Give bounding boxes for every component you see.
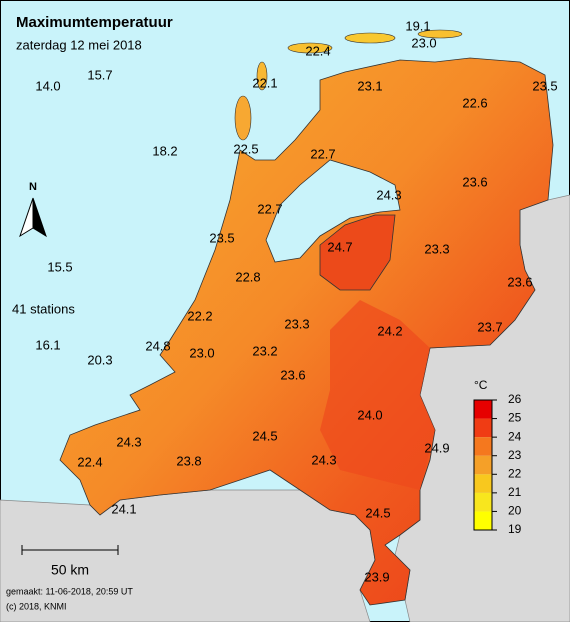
legend-frame — [473, 399, 493, 531]
station-value: 22.6 — [462, 95, 487, 110]
flevoland — [319, 214, 396, 291]
station-value: 22.1 — [252, 75, 277, 90]
station-value: 22.2 — [187, 308, 212, 323]
svg-text:N: N — [29, 181, 37, 193]
station-value: 23.0 — [411, 35, 436, 50]
hot-zone — [320, 300, 435, 490]
station-value: 23.8 — [176, 453, 201, 468]
ijsselmeer — [265, 159, 401, 263]
legend-swatch — [474, 418, 492, 438]
island — [256, 61, 268, 91]
title: Maximumtemperatuur — [16, 14, 173, 31]
station-value: 24.3 — [376, 187, 401, 202]
station-value: 15.5 — [47, 259, 72, 274]
footer-line: (c) 2018, KNMI — [6, 601, 67, 611]
station-value: 14.0 — [35, 78, 60, 93]
legend-unit: °C — [474, 378, 488, 392]
station-value: 20.3 — [87, 352, 112, 367]
station-value: 24.1 — [111, 501, 136, 516]
legend-tick-label: 23 — [508, 448, 522, 462]
station-value: 22.4 — [305, 43, 330, 58]
legend-tick-label: 24 — [508, 429, 522, 443]
scale-label: 50 km — [51, 562, 89, 578]
station-value: 24.5 — [365, 505, 390, 520]
legend-tick-label: 21 — [508, 485, 522, 499]
north-arrow: N — [19, 181, 47, 238]
station-value: 23.5 — [209, 230, 234, 245]
station-value: 24.0 — [357, 407, 382, 422]
station-value: 22.5 — [233, 141, 258, 156]
legend-swatch — [474, 400, 492, 419]
station-value: 23.2 — [252, 343, 277, 358]
station-value: 18.2 — [152, 143, 177, 158]
legend-swatch — [474, 511, 492, 530]
station-value: 24.3 — [116, 434, 141, 449]
station-count: 41 stations — [12, 301, 75, 316]
island — [344, 32, 396, 44]
scale-bar — [21, 545, 119, 555]
legend-tick-label: 26 — [508, 392, 522, 406]
station-value: 22.7 — [310, 146, 335, 161]
station-value: 24.2 — [377, 323, 402, 338]
station-value: 23.5 — [532, 78, 557, 93]
station-value: 23.6 — [462, 174, 487, 189]
station-value: 23.0 — [189, 345, 214, 360]
station-value: 24.3 — [311, 452, 336, 467]
station-value: 23.6 — [507, 274, 532, 289]
subtitle: zaterdag 12 mei 2018 — [16, 37, 142, 52]
station-value: 23.9 — [364, 569, 389, 584]
footer-line: gemaakt: 11-06-2018, 20:59 UT — [6, 586, 133, 596]
station-value: 24.9 — [424, 440, 449, 455]
station-value: 24.5 — [252, 428, 277, 443]
legend-swatch — [474, 455, 492, 475]
station-value: 22.7 — [257, 201, 282, 216]
island — [287, 42, 333, 54]
netherlands — [59, 57, 554, 606]
island — [234, 95, 252, 141]
station-value: 15.7 — [87, 67, 112, 82]
station-value: 23.6 — [280, 367, 305, 382]
legend-swatch — [474, 474, 492, 493]
station-value: 22.8 — [235, 269, 260, 284]
station-value: 22.4 — [77, 454, 102, 469]
legend-tick-label: 25 — [508, 411, 522, 425]
station-value: 24.8 — [145, 338, 170, 353]
station-value: 24.7 — [327, 239, 352, 254]
station-value: 23.7 — [477, 319, 502, 334]
legend-swatch — [474, 437, 492, 456]
station-value: 19.1 — [405, 18, 430, 33]
legend-tick-label: 20 — [508, 504, 522, 518]
station-value: 23.3 — [424, 241, 449, 256]
legend-tick-label: 19 — [508, 522, 522, 536]
station-value: 16.1 — [35, 337, 60, 352]
island — [417, 29, 463, 39]
station-value: 23.3 — [284, 316, 309, 331]
legend-tick-label: 22 — [508, 466, 522, 480]
station-value: 23.1 — [357, 78, 382, 93]
legend-swatch — [474, 492, 492, 512]
